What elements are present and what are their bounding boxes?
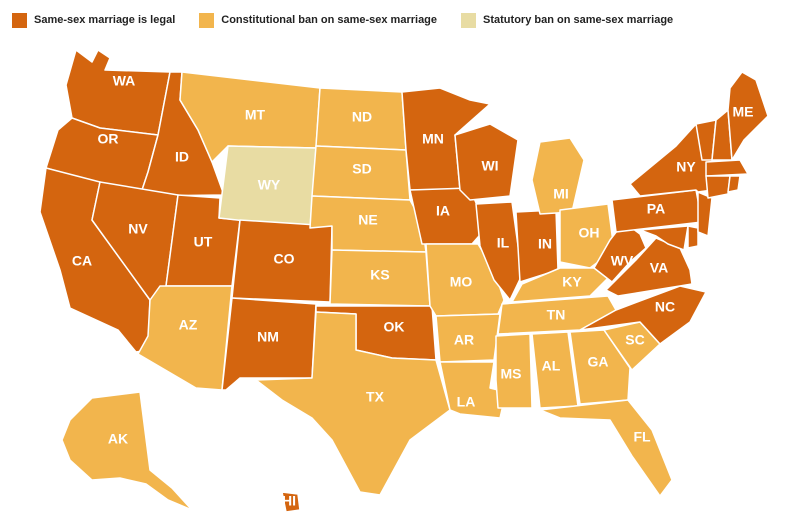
state-label-ks: KS [370,267,389,283]
legend-item-statutory: Statutory ban on same-sex marriage [461,12,674,28]
legend-label-constitutional: Constitutional ban on same-sex marriage [221,14,438,26]
state-nm[interactable] [221,297,317,391]
state-label-ok: OK [384,319,405,335]
state-label-ca: CA [72,253,92,269]
state-ms[interactable] [495,333,533,409]
state-label-la: LA [457,394,476,410]
legend-label-legal: Same-sex marriage is legal [34,14,176,26]
state-de[interactable] [687,225,699,249]
state-label-ne: NE [358,212,377,228]
state-nc[interactable] [579,285,707,345]
state-mi[interactable] [531,137,585,215]
state-label-mn: MN [422,131,444,147]
state-label-al: AL [542,358,561,374]
state-label-tn: TN [547,307,566,323]
state-wi[interactable] [454,123,519,201]
state-il[interactable] [475,201,523,301]
state-label-hi: HI [282,493,296,509]
state-label-nv: NV [128,221,148,237]
state-label-wv: WV [611,253,634,269]
state-label-mt: MT [245,107,266,123]
state-label-sc: SC [625,332,644,348]
state-label-nd: ND [352,109,372,125]
state-label-az: AZ [179,317,198,333]
state-label-tx: TX [366,389,385,405]
state-label-ut: UT [194,234,213,250]
state-label-va: VA [650,260,668,276]
state-ga[interactable] [569,329,631,405]
state-label-wi: WI [481,158,498,174]
state-label-or: OR [98,131,119,147]
state-ri[interactable] [727,175,741,193]
legend-swatch-constitutional [199,12,215,28]
state-label-oh: OH [579,225,600,241]
state-label-sd: SD [352,161,371,177]
state-va[interactable] [605,237,693,297]
state-label-wy: WY [258,177,281,193]
state-md[interactable] [639,225,689,251]
state-label-ga: GA [588,354,609,370]
legend-label-statutory: Statutory ban on same-sex marriage [483,14,674,26]
state-label-wa: WA [113,73,136,89]
state-label-mo: MO [450,274,473,290]
legend: Same-sex marriage is legal Constitutiona… [12,10,697,30]
state-wv[interactable] [593,221,647,283]
state-label-pa: PA [647,201,665,217]
state-ak[interactable] [61,391,193,511]
state-label-ms: MS [501,366,522,382]
state-label-mi: MI [553,186,569,202]
state-label-ar: AR [454,332,474,348]
state-label-ak: AK [108,431,128,447]
state-ct[interactable] [705,175,731,199]
state-label-nm: NM [257,329,279,345]
state-ar[interactable] [435,313,501,363]
state-tx[interactable] [255,311,451,496]
state-labels: WA OR CA ID NV UT AZ MT WY CO NM ND SD NE KS OK TX MN IA MO… [72,73,754,509]
state-label-ky: KY [562,274,582,290]
state-label-in: IN [538,236,552,252]
state-label-id: ID [175,149,189,165]
legend-item-legal: Same-sex marriage is legal [12,12,176,28]
state-ma[interactable] [705,159,749,177]
legend-swatch-statutory [461,12,477,28]
state-label-nc: NC [655,299,675,315]
state-label-co: CO [274,251,295,267]
state-label-fl: FL [633,429,651,445]
state-nj[interactable] [697,191,713,237]
state-shapes [39,49,769,513]
state-hi[interactable] [281,491,301,513]
state-label-il: IL [497,235,510,251]
legend-swatch-legal [12,12,27,28]
state-label-ny: NY [676,159,696,175]
state-fl[interactable] [539,399,673,497]
state-label-ia: IA [436,203,450,219]
state-me[interactable] [727,71,769,161]
state-label-me: ME [733,104,754,120]
state-az[interactable] [137,285,233,391]
legend-item-constitutional: Constitutional ban on same-sex marriage [199,12,438,28]
